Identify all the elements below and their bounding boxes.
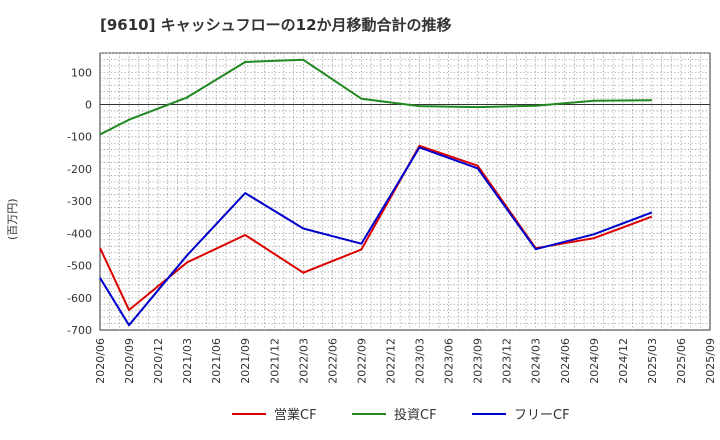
- x-tick-label: 2020/06: [94, 338, 107, 384]
- y-tick-label: -100: [67, 131, 92, 144]
- y-tick-label: -500: [67, 260, 92, 273]
- legend-label-3: フリーCF: [514, 408, 570, 423]
- x-tick-label: 2024/03: [530, 338, 543, 384]
- x-tick-label: 2023/03: [414, 338, 427, 384]
- x-tick-label: 2024/12: [617, 338, 630, 384]
- x-tick-label: 2022/09: [355, 338, 368, 384]
- y-tick-label: -200: [67, 163, 92, 176]
- x-tick-label: 2020/12: [152, 338, 165, 384]
- y-tick-label: -700: [67, 324, 92, 337]
- y-tick-label: -600: [67, 292, 92, 305]
- y-tick-label: -400: [67, 227, 92, 240]
- legend-label-1: 営業CF: [274, 407, 317, 423]
- chart-title: [9610] キャッシュフローの12か月移動合計の推移: [100, 16, 452, 34]
- plot-frame: [99, 52, 711, 331]
- y-tick-label: 100: [71, 66, 92, 79]
- x-tick-label: 2023/12: [501, 338, 514, 384]
- x-tick-label: 2021/06: [210, 338, 223, 384]
- x-tick-label: 2025/09: [704, 338, 717, 384]
- x-tick-label: 2023/09: [472, 338, 485, 384]
- x-tick-label: 2022/12: [384, 338, 397, 384]
- x-tick-label: 2021/09: [239, 338, 252, 384]
- x-tick-label: 2021/12: [268, 338, 281, 384]
- y-tick-label: -300: [67, 195, 92, 208]
- x-tick-label: 2020/09: [123, 338, 136, 384]
- x-tick-label: 2022/06: [326, 338, 339, 384]
- x-tick-label: 2021/03: [181, 338, 194, 384]
- series-line-3: [99, 146, 653, 327]
- y-tick-label: 0: [85, 99, 92, 112]
- x-tick-label: 2025/03: [646, 338, 659, 384]
- series-line-2: [99, 58, 652, 136]
- x-tick-label: 2024/09: [588, 338, 601, 384]
- x-tick-label: 2022/03: [297, 338, 310, 384]
- x-tick-label: 2024/06: [559, 338, 572, 384]
- x-tick-label: 2023/06: [443, 338, 456, 384]
- x-tick-label: 2025/06: [675, 338, 688, 384]
- legend-label-2: 投資CF: [394, 407, 437, 423]
